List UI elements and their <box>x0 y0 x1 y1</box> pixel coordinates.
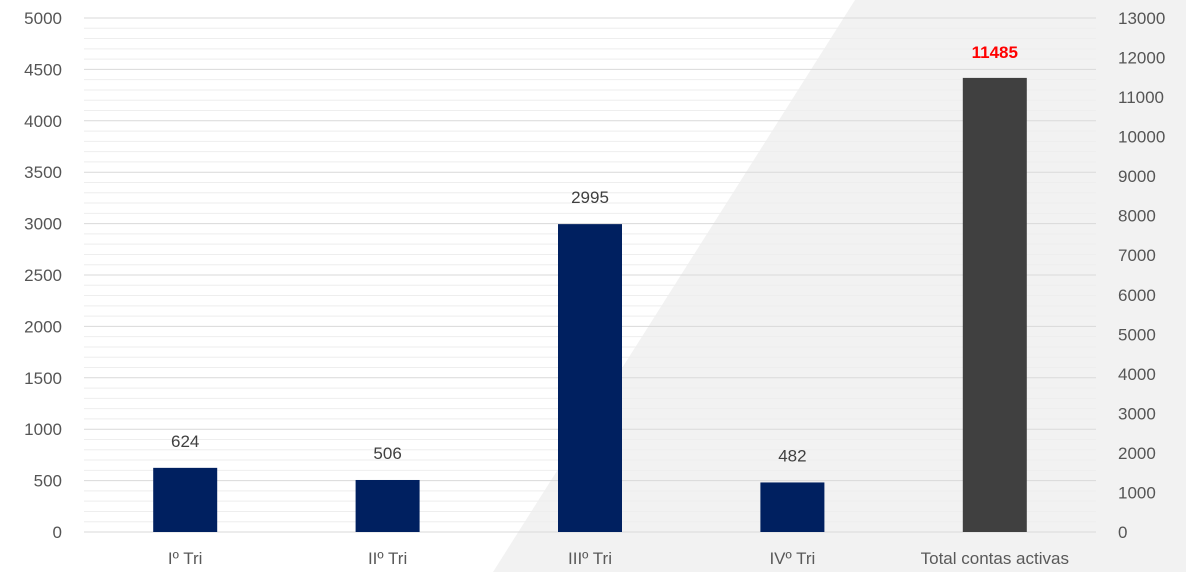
data-label: 482 <box>778 446 806 465</box>
category-label: Total contas activas <box>921 549 1069 568</box>
right-tick-label: 1000 <box>1118 483 1156 502</box>
category-labels: Iº Tri IIº Tri IIIº Tri IVº Tri Total contas… <box>168 549 1069 568</box>
left-tick-label: 2500 <box>24 266 62 285</box>
right-tick-label: 12000 <box>1118 49 1165 68</box>
left-tick-label: 0 <box>53 523 62 542</box>
left-tick-label: 3000 <box>24 215 62 234</box>
left-tick-label: 5000 <box>24 9 62 28</box>
category-label: IIº Tri <box>368 549 407 568</box>
data-label: 11485 <box>972 43 1018 62</box>
left-tick-label: 2000 <box>24 317 62 336</box>
right-tick-label: 11000 <box>1118 88 1164 107</box>
right-tick-label: 4000 <box>1118 365 1156 384</box>
bar <box>355 479 420 532</box>
data-label: 624 <box>171 432 199 451</box>
left-tick-label: 3500 <box>24 163 62 182</box>
bar <box>153 467 218 532</box>
right-tick-label: 9000 <box>1118 167 1156 186</box>
left-tick-label: 1000 <box>24 420 62 439</box>
bar <box>962 77 1027 533</box>
data-label: 506 <box>373 444 401 463</box>
data-label: 2995 <box>571 188 609 207</box>
left-tick-label: 500 <box>34 472 62 491</box>
data-labels: 624 506 2995 482 11485 <box>171 43 1018 466</box>
category-label: IVº Tri <box>769 549 815 568</box>
left-tick-label: 4500 <box>24 60 62 79</box>
right-tick-label: 0 <box>1118 523 1127 542</box>
right-tick-label: 5000 <box>1118 325 1156 344</box>
category-label: Iº Tri <box>168 549 203 568</box>
right-tick-label: 2000 <box>1118 444 1156 463</box>
left-tick-label: 4000 <box>24 112 62 131</box>
right-y-axis: 0 1000 2000 3000 4000 5000 6000 7000 8000 9000 100… <box>1118 9 1165 542</box>
right-tick-label: 7000 <box>1118 246 1156 265</box>
bar <box>760 482 825 532</box>
category-label: IIIº Tri <box>568 549 612 568</box>
right-tick-label: 13000 <box>1118 9 1165 28</box>
bars <box>153 77 1027 533</box>
right-tick-label: 10000 <box>1118 128 1165 147</box>
left-tick-label: 1500 <box>24 369 62 388</box>
right-tick-label: 8000 <box>1118 207 1156 226</box>
right-tick-label: 3000 <box>1118 404 1156 423</box>
right-tick-label: 6000 <box>1118 286 1156 305</box>
left-y-axis: 0 500 1000 1500 2000 2500 3000 3500 4000 4500 5000 <box>24 9 62 542</box>
bar <box>558 224 622 532</box>
